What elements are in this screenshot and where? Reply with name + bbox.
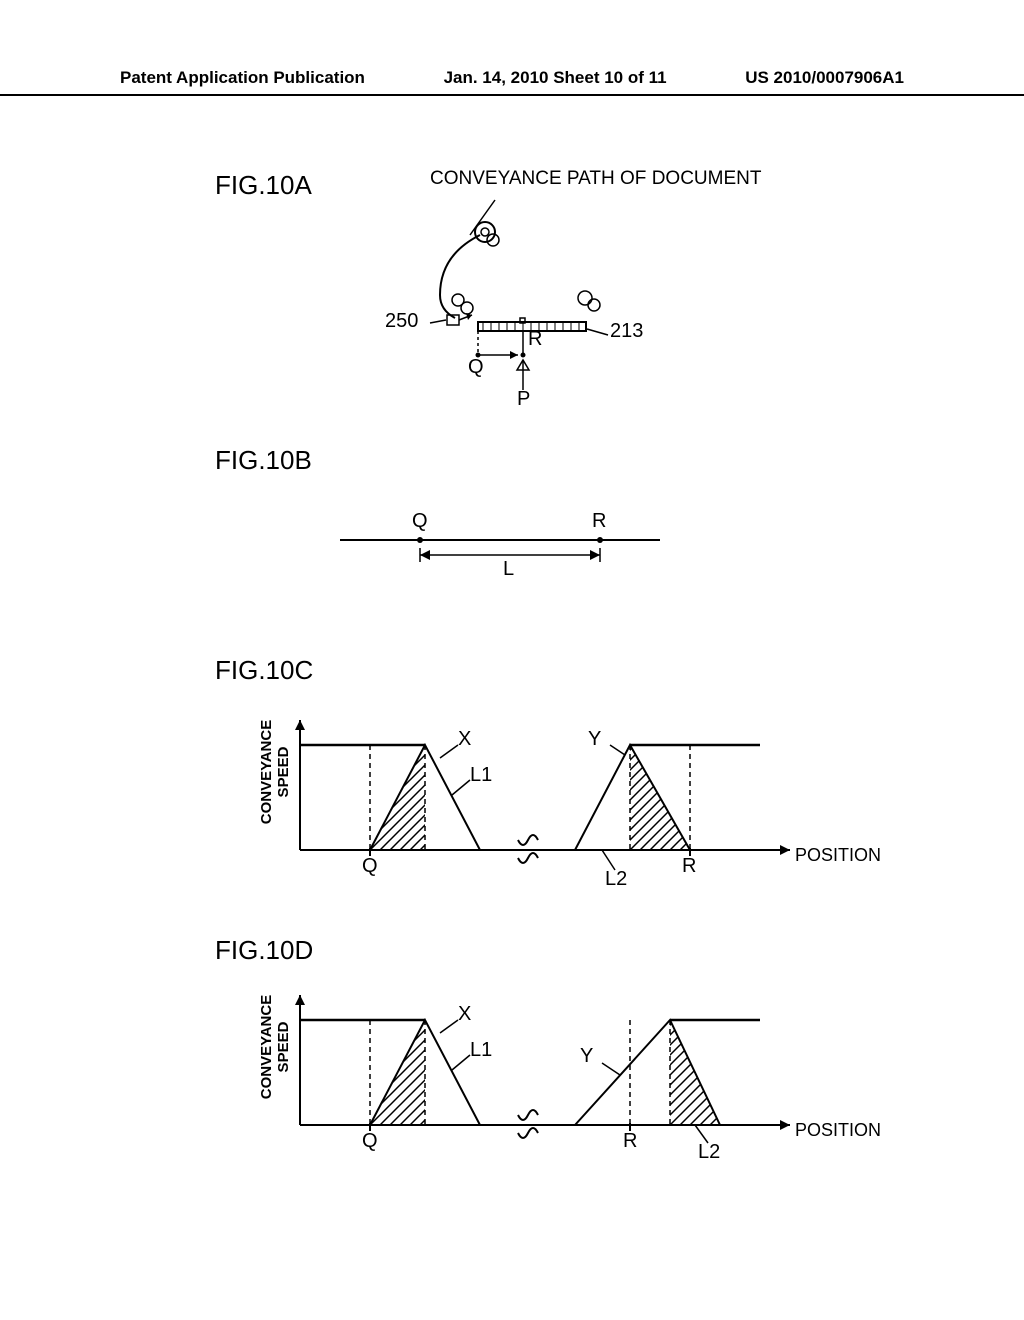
- fig10d-ylabel: CONVEYANCE SPEED: [258, 987, 292, 1107]
- fig10c-L1: L1: [470, 764, 492, 787]
- fig10a-svg: [360, 160, 780, 410]
- fig10d-svg: [230, 975, 850, 1175]
- fig10c-Q: Q: [362, 855, 378, 878]
- fig10d-Q: Q: [362, 1130, 378, 1153]
- fig10d-L1: L1: [470, 1039, 492, 1062]
- fig10d-Y: Y: [580, 1045, 593, 1068]
- fig10d-label: FIG.10D: [215, 935, 313, 966]
- fig10a-Q: Q: [468, 356, 484, 379]
- fig10a-diagram: CONVEYANCE PATH OF DOCUMENT: [360, 160, 780, 410]
- fig10c-label: FIG.10C: [215, 655, 313, 686]
- fig10c-R: R: [682, 855, 696, 878]
- fig10b-Q: Q: [412, 510, 428, 533]
- fig10a-label: FIG.10A: [215, 170, 312, 201]
- fig10c-X: X: [458, 728, 471, 751]
- fig10d-xlabel: POSITION: [795, 1120, 881, 1141]
- fig10a-R: R: [528, 328, 542, 351]
- fig10c-L2: L2: [605, 868, 627, 891]
- fig10b-L: L: [503, 558, 514, 581]
- fig10c-svg: [230, 700, 850, 900]
- fig10c-ylabel: CONVEYANCE SPEED: [258, 712, 292, 832]
- fig10c-Y: Y: [588, 728, 601, 751]
- fig10a-ref213: 213: [610, 320, 643, 343]
- fig10a-title: CONVEYANCE PATH OF DOCUMENT: [430, 168, 761, 190]
- header-center: Jan. 14, 2010 Sheet 10 of 11: [444, 68, 667, 88]
- fig10c-chart: CONVEYANCE SPEED POSITION Q R X Y L1 L2: [230, 700, 850, 900]
- header-left: Patent Application Publication: [120, 68, 365, 88]
- fig10d-chart: CONVEYANCE SPEED POSITION Q R X Y L1 L2: [230, 975, 850, 1175]
- fig10d-R: R: [623, 1130, 637, 1153]
- fig10b-label: FIG.10B: [215, 445, 312, 476]
- fig10a-ref250: 250: [385, 310, 418, 333]
- page-header: Patent Application Publication Jan. 14, …: [0, 68, 1024, 96]
- fig10b-diagram: Q R L: [320, 500, 680, 590]
- fig10b-svg: [320, 500, 680, 590]
- fig10d-X: X: [458, 1003, 471, 1026]
- fig10b-R: R: [592, 510, 606, 533]
- fig10a-P: P: [517, 388, 530, 411]
- fig10d-L2: L2: [698, 1141, 720, 1164]
- header-right: US 2010/0007906A1: [745, 68, 904, 88]
- fig10c-xlabel: POSITION: [795, 845, 881, 866]
